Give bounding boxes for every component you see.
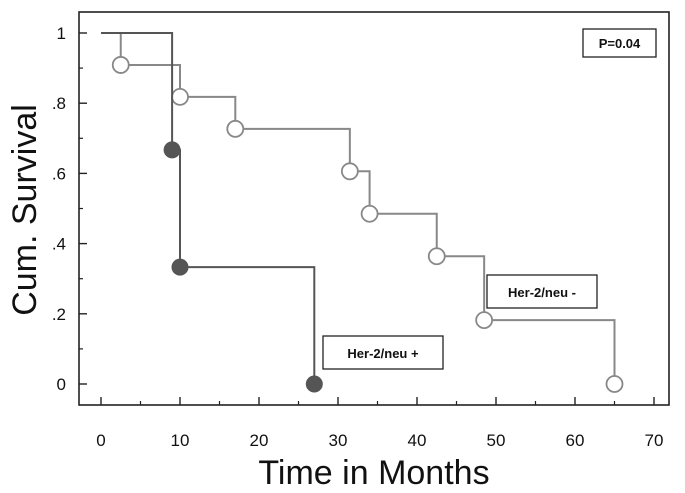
p-value-label: P=0.04 <box>599 36 641 51</box>
event-marker-open <box>360 204 379 223</box>
x-axis-ticks: 0 10 20 30 40 50 60 70 <box>96 397 663 450</box>
y-axis-title: Cum. Survival <box>6 104 44 316</box>
event-marker-open <box>475 311 494 330</box>
legend-label-her2-positive: Her-2/neu + <box>347 346 419 361</box>
legend-her2-positive: Her-2/neu + <box>322 335 444 370</box>
legend-her2-negative: Her-2/neu - <box>486 274 598 309</box>
x-tick-label: 40 <box>408 431 427 450</box>
event-marker-open <box>226 119 245 138</box>
event-marker-open <box>111 56 130 74</box>
y-tick-label: .2 <box>52 305 66 324</box>
event-marker-open <box>605 375 624 393</box>
y-tick-label: .4 <box>52 235 66 254</box>
x-tick-label: 50 <box>487 431 506 450</box>
x-tick-label: 20 <box>250 431 269 450</box>
x-tick-label: 70 <box>645 431 664 450</box>
survival-curve-her2-positive <box>101 32 316 384</box>
y-tick-label: 0 <box>57 375 66 394</box>
event-marker-filled <box>163 141 181 159</box>
y-tick-label: .8 <box>52 94 66 113</box>
x-tick-label: 0 <box>96 431 105 450</box>
x-tick-label: 30 <box>329 431 348 450</box>
y-tick-label: 1 <box>57 24 66 43</box>
event-marker-open <box>427 247 446 266</box>
y-tick-label: .6 <box>52 164 66 183</box>
event-marker-filled <box>305 375 323 393</box>
x-tick-label: 10 <box>171 431 190 450</box>
event-marker-open <box>340 162 359 181</box>
y-axis-ticks: 0 .2 .4 .6 .8 1 <box>52 24 87 394</box>
event-marker-open <box>171 87 189 106</box>
p-value-box: P=0.04 <box>582 28 657 58</box>
event-marker-filled <box>171 258 189 276</box>
legend-label-her2-negative: Her-2/neu - <box>508 285 576 300</box>
survival-curve-her2-negative <box>101 32 616 384</box>
x-tick-label: 60 <box>566 431 585 450</box>
series-layer <box>101 32 624 393</box>
x-axis-title: Time in Months <box>258 454 489 492</box>
